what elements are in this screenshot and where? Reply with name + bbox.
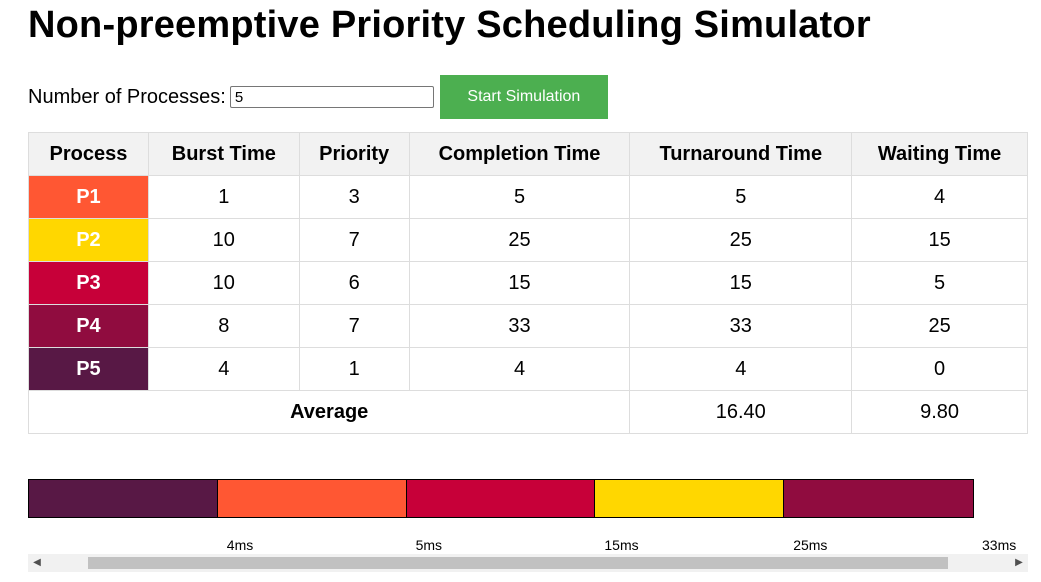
header-turnaround-time: Turnaround Time [629,132,853,176]
turnaround-time-cell: 4 [629,347,853,391]
burst-time-cell: 10 [147,261,300,305]
page-title: Non-preemptive Priority Scheduling Simul… [28,4,871,46]
gantt-segment-p2 [595,480,785,517]
process-cell: P4 [28,304,149,348]
header-burst-time: Burst Time [147,132,300,176]
completion-time-cell: 25 [408,218,631,262]
gantt-tick-label: 4ms [226,537,254,553]
table-row: P1 1 3 5 5 4 [28,175,1028,219]
process-cell: P1 [28,175,149,219]
gantt-segment-p5 [29,480,218,517]
priority-cell: 3 [298,175,410,219]
average-label: Average [27,390,631,434]
waiting-time-cell: 4 [851,175,1028,219]
header-process: Process [28,132,149,176]
average-waiting: 9.80 [851,390,1028,434]
waiting-time-cell: 0 [851,347,1028,391]
waiting-time-cell: 5 [851,261,1028,305]
triangle-left-icon[interactable]: ◀ [33,557,41,568]
horizontal-scrollbar[interactable]: ◀ ▶ [28,554,1028,572]
start-simulation-button[interactable]: Start Simulation [439,75,608,119]
process-cell: P5 [28,347,149,391]
table-row: P4 8 7 33 33 25 [28,304,1028,348]
completion-time-cell: 4 [408,347,631,391]
num-processes-input[interactable] [229,86,434,108]
header-waiting-time: Waiting Time [851,132,1028,176]
num-processes-label: Number of Processes: [28,85,226,108]
process-table: Process Burst Time Priority Completion T… [27,132,1028,434]
turnaround-time-cell: 5 [629,175,853,219]
completion-time-cell: 33 [408,304,631,348]
waiting-time-cell: 15 [851,218,1028,262]
gantt-tick-label: 25ms [793,537,828,553]
waiting-time-cell: 25 [851,304,1028,348]
table-row: P3 10 6 15 15 5 [28,261,1028,305]
burst-time-cell: 4 [147,347,300,391]
gantt-tick-label: 15ms [604,537,639,553]
process-cell: P2 [28,218,149,262]
priority-cell: 7 [298,304,410,348]
header-priority: Priority [298,132,410,176]
average-row: Average 16.40 9.80 [27,390,1028,434]
controls-bar: Number of Processes: Start Simulation [28,75,608,119]
gantt-segment-p3 [406,480,596,517]
priority-cell: 7 [298,218,410,262]
burst-time-cell: 1 [147,175,300,219]
scrollbar-thumb[interactable] [88,557,948,569]
turnaround-time-cell: 25 [629,218,853,262]
table-row: P2 10 7 25 25 15 [28,218,1028,262]
burst-time-cell: 8 [147,304,300,348]
process-cell: P3 [28,261,149,305]
completion-time-cell: 15 [408,261,631,305]
table-row: P5 4 1 4 4 0 [28,347,1028,391]
gantt-segment-p4 [784,480,973,517]
table-header-row: Process Burst Time Priority Completion T… [28,132,1028,176]
average-turnaround: 16.40 [629,390,853,434]
completion-time-cell: 5 [408,175,631,219]
turnaround-time-cell: 33 [629,304,853,348]
priority-cell: 6 [298,261,410,305]
priority-cell: 1 [298,347,410,391]
turnaround-time-cell: 15 [629,261,853,305]
gantt-tick-label: 5ms [415,537,443,553]
gantt-tick-label: 33ms [982,537,1017,553]
gantt-chart [28,479,974,518]
gantt-segment-p1 [217,480,407,517]
triangle-right-icon[interactable]: ▶ [1015,557,1023,568]
header-completion-time: Completion Time [408,132,631,176]
burst-time-cell: 10 [147,218,300,262]
